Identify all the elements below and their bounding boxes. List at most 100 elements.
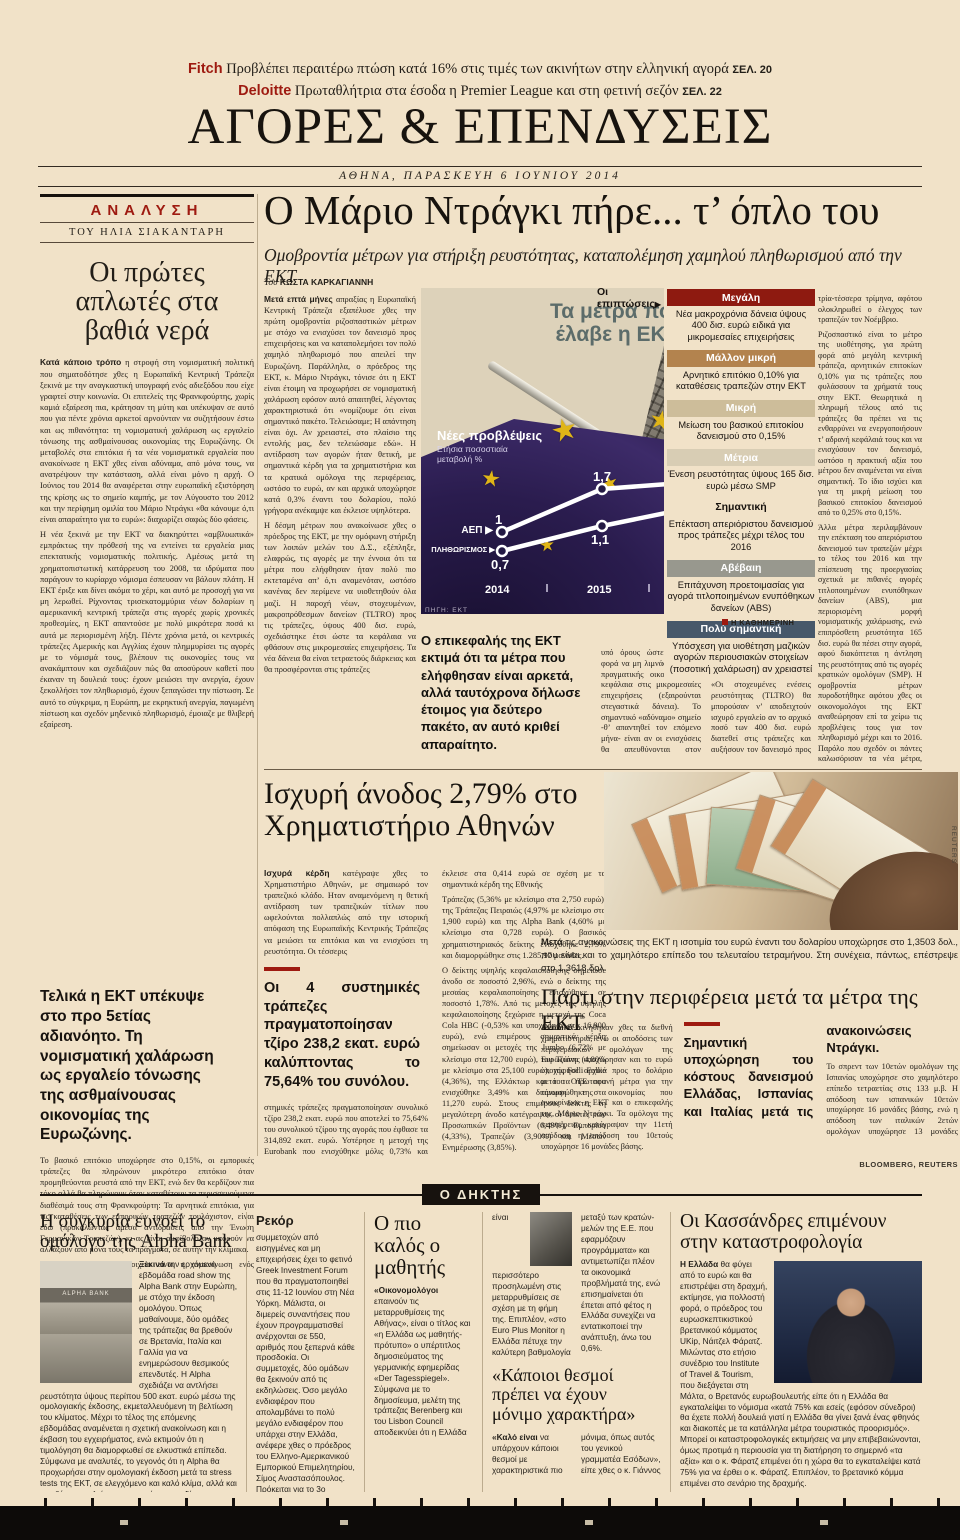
badge-label: Μικρή xyxy=(667,399,815,417)
teaser-fitch: Fitch Προβλέπει περαιτέρω πτώση κατά 16%… xyxy=(0,58,960,80)
main-column-1: Μετά επτά μήνες απραξίας η Ευρωπαϊκή Κεν… xyxy=(264,294,416,766)
analysis-pull-quote: Τελικά η ΕΚΤ υπέκυψε στο προ 5ετίας αδια… xyxy=(40,988,214,1144)
main-byline: Του ΚΩΣΤΑ ΚΑΡΚΑΓΙΑΝΝΗ xyxy=(264,277,373,288)
badge-label: Μεγάλη xyxy=(667,289,815,306)
masthead-title: ΑΓΟΡΕΣ & ΕΠΕΝΔΥΣΕΙΣ xyxy=(187,99,773,155)
badge-text: Νέα μακροχρόνια δάνεια ύψους 400 δισ. ευ… xyxy=(675,309,807,342)
red-rule xyxy=(264,966,300,971)
band-rule xyxy=(540,1193,922,1196)
diktis-col-alpha-bank: Η συγκυρία ευνοεί το ομόλογο της Alpha B… xyxy=(40,1212,246,1492)
body-text: τρία-τέσσερα τρίμηνα, αφότου ολοκληρωθεί… xyxy=(818,294,922,325)
analysis-headline: Οι πρώτες απλωτές στα βαθιά νερά xyxy=(75,257,219,346)
farage-portrait-photo xyxy=(774,1261,922,1384)
arrow-right-icon: ▶ xyxy=(654,299,661,309)
impacts-label: Οι επιπτώσεις▶ xyxy=(597,286,663,310)
fold-ticks xyxy=(0,1498,960,1506)
badge-label: Μάλλον μικρή xyxy=(667,349,815,367)
print-mark xyxy=(340,1520,348,1525)
impacts-text: Οι επιπτώσεις xyxy=(597,286,655,310)
badge-label: Πολύ σημαντική xyxy=(667,620,815,638)
alpha-bank-storefront-photo: ALPHA BANK xyxy=(40,1261,132,1384)
lead-word: Η Ελλάδα xyxy=(680,1259,719,1270)
x-tick: 2015 xyxy=(587,584,612,596)
body-text: στημικές τράπεζες πραγματοποίησαν συνολι… xyxy=(264,869,606,1157)
badge-text: Επέκταση απεριόριστου δανεισμού προς τρά… xyxy=(668,518,814,552)
ase-body: Ισχυρά κέρδη κατέγραψε χθες το Χρηματιστ… xyxy=(264,868,606,1174)
data-label: 1,1 xyxy=(591,532,610,547)
teaser-text: Προβλέπει περαιτέρω πτώση κατά 16% στις … xyxy=(226,61,729,77)
main-headline: Ο Μάριο Ντράγκι πήρε... τ’ όπλο του xyxy=(264,187,880,233)
diktis-label: Ο ΔΗΚΤΗΣ xyxy=(421,1184,541,1205)
lead-word: «Καλό είναι xyxy=(492,1431,538,1442)
x-tick: 2014 xyxy=(485,584,510,596)
diktis-headline: Οι Κασσάνδρες επιμένουν στην καταστροφολ… xyxy=(680,1212,887,1253)
teaser-deloitte: Deloitte Πρωταθλήτρια στα έσοδα η Premie… xyxy=(0,80,960,102)
series-label-inflation: ΠΛΗΘΩΡΙΣΜΟΣ ▶ xyxy=(431,545,495,554)
data-label: 1,7 xyxy=(593,469,612,484)
credit-text: Η ΚΑΘΗΜΕΡΙΝΗ xyxy=(731,618,795,627)
main-mid-columns: υπό όρους ώστε αυτή τη φορά να μη λιμνάσ… xyxy=(601,648,811,766)
print-mark xyxy=(120,1520,128,1525)
badge-label: Σημαντική xyxy=(715,501,767,514)
deloitte-brand: Deloitte xyxy=(238,83,292,100)
analysis-column: ΑΝΑΛΥΣΗ ΤΟΥ ΗΛΙΑ ΣΙΑΚΑΝΤΑΡΗ Οι πρώτες απ… xyxy=(40,194,254,1289)
chart-source: ΠΗΓΗ: ΕΚΤ xyxy=(425,607,468,614)
badge-text: Μείωση του βασικού επιτοκίου δανεισμού σ… xyxy=(678,419,804,441)
main-deck: Ομοβροντία μέτρων για στήριξη ρευστότητα… xyxy=(264,245,902,286)
periphery-body: Ανοδικά κινήθηκαν χθες τα διεθνή χρηματι… xyxy=(541,1022,958,1154)
periphery-headline: Πάρτι στην περιφέρεια μετά τα μέτρα της … xyxy=(541,984,918,1035)
two-column-flow: είναι περισσότερο προσηλωμένη στις μεταρ… xyxy=(492,1212,661,1484)
analysis-section-label: ΑΝΑΛΥΣΗ xyxy=(40,197,254,223)
body-text: να υπάρχουν κάποιοι θεσμοί με χαρακτηρισ… xyxy=(492,1431,661,1475)
periphery-pull-quote: Σημαντική υποχώρηση του κόστους δανεισμο… xyxy=(683,1022,956,1154)
impact-badges: Μεγάλη Νέα μακροχρόνια δάνεια ύψους 400 … xyxy=(664,282,818,681)
body-text: υπό όρους ώστε αυτή τη φορά να μη λιμνάσ… xyxy=(601,648,811,755)
diktis-columns: Η συγκυρία ευνοεί το ομόλογο της Alpha B… xyxy=(40,1212,922,1492)
analysis-body: Κατά κάποιο τρόπο η στροφή στη νομισματι… xyxy=(40,357,254,977)
infographic-credit: Η ΚΑΘΗΜΕΡΙΝΗ xyxy=(722,618,794,627)
badge-text: Ένεση ρευστότητας ύψους 165 δισ. ευρώ μέ… xyxy=(667,469,815,491)
body-text: Η δέσμη μέτρων που ανακοίνωσε χθες ο πρό… xyxy=(264,520,416,675)
ase-headline: Ισχυρή άνοδος 2,79% στο Χρηματιστήριο Αθ… xyxy=(264,777,578,842)
body-text: Άλλα μέτρα περιλαμβάνουν την επέκταση το… xyxy=(818,522,922,766)
fitch-brand: Fitch xyxy=(187,61,223,77)
lead-word: Ανοδικά xyxy=(541,1022,574,1032)
main-column-right: τρία-τέσσερα τρίμηνα, αφότου ολοκληρωθεί… xyxy=(818,294,922,766)
kathimerini-logo-icon xyxy=(722,619,728,625)
body-text: κατέγραψε χθες το Χρηματιστήριο Αθηνών, … xyxy=(264,869,429,956)
data-label: 0,7 xyxy=(491,557,510,572)
body-text: Η νέα ξεκινά με την ΕΚΤ να διακηρύττει «… xyxy=(40,530,254,729)
page-teasers: Fitch Προβλέπει περαιτέρω πτώση κατά 16%… xyxy=(0,58,960,103)
horizontal-rule xyxy=(264,769,922,770)
body-text: επαινούν τις μεταρρυθμίσεις της Αθήνας»,… xyxy=(374,1296,471,1438)
diktis-quote-headline: «Κάποιοι θεσμοί πρέπει να έχουν μόνιμο χ… xyxy=(492,1364,636,1425)
diktis-headline: Ο πιο καλός ο μαθητής xyxy=(374,1212,446,1280)
body-text: Ριζοσπαστικό είναι το μέτρο της υιοθέτησ… xyxy=(818,329,922,518)
body-text: Τράπεζας (5,36% με κλείσιμο στα 2,750 ευ… xyxy=(442,895,606,960)
chart-title: Νέες προβλέψεις xyxy=(437,428,543,443)
euro-banknotes-photo: REUTERS xyxy=(604,772,958,930)
lead-word: Μετά επτά μήνες xyxy=(264,294,333,304)
column-divider xyxy=(257,194,258,1156)
body-text: απραξίας η Ευρωπαϊκή Κεντρική Τράπεζα εξ… xyxy=(264,295,416,515)
body-text: η στροφή στη νομισματική πολιτική που ση… xyxy=(40,358,254,524)
body-text: θα φύγει από το ευρώ και θα επιστρέψει σ… xyxy=(680,1259,921,1489)
diktis-headline: Ρεκόρ xyxy=(256,1213,294,1228)
body-text: συμμετοχών από εισηγμένες και μη επιχειρ… xyxy=(256,1232,355,1492)
infographic-title: Τα μέτρα που έλαβε η ΕΚΤ xyxy=(550,300,684,347)
badge-text: Αρνητικό επιτόκιο 0,10% για καταθέσεις τ… xyxy=(676,369,806,392)
lead-word: «Οικονομολόγοι xyxy=(374,1285,439,1296)
diktis-col-record: Ρεκόρ συμμετοχών από εισηγμένες και μη ε… xyxy=(246,1212,364,1492)
lead-word: Κατά κάποιο τρόπο xyxy=(40,357,122,368)
byline-name: ΚΩΣΤΑ ΚΑΡΚΑΓΙΑΝΝΗ xyxy=(279,277,374,287)
teaser-text: Πρωταθλήτρια στα έσοδα η Premier League … xyxy=(294,83,679,100)
byline-prefix: Του xyxy=(264,278,278,288)
analysis-kicker-box: ΑΝΑΛΥΣΗ ΤΟΥ ΗΛΙΑ ΣΙΑΚΑΝΤΑΡΗ xyxy=(40,194,254,243)
diktis-col-best-student: Ο πιο καλός ο μαθητής «Οικονομολόγοι επα… xyxy=(364,1212,482,1492)
lead-word: Ισχυρά κέρδη xyxy=(264,868,330,878)
body-text: Ο δείκτης υψηλής κεφαλαιοποίησης σημείωσ… xyxy=(442,965,606,1153)
diktis-band: Ο ΔΗΚΤΗΣ xyxy=(40,1184,922,1205)
analysis-byline: ΤΟΥ ΗΛΙΑ ΣΙΑΚΑΝΤΑΡΗ xyxy=(69,227,225,238)
photo-credit: REUTERS xyxy=(950,825,957,864)
